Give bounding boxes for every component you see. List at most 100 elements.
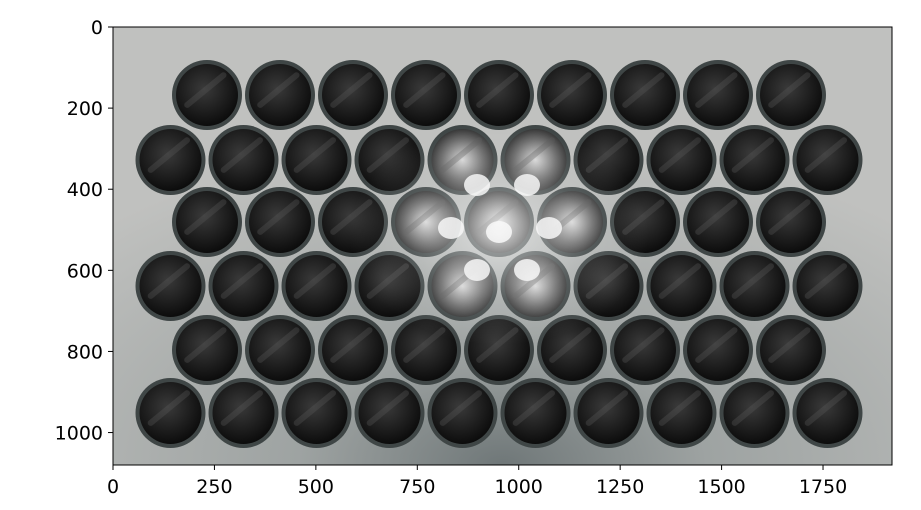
y-tick-label: 0 xyxy=(91,17,103,39)
pipe-sheen xyxy=(220,390,263,426)
pipe-sheen xyxy=(804,390,847,426)
x-tick-label: 1500 xyxy=(697,476,745,498)
pipe-sheen xyxy=(330,72,373,108)
pipe-sheen xyxy=(768,327,811,363)
pipe-opening xyxy=(249,64,311,126)
pipe-sheen xyxy=(439,390,482,426)
pipe-opening xyxy=(723,382,786,444)
y-tick-label: 1000 xyxy=(55,423,103,445)
pipe-sheen xyxy=(695,72,738,108)
pipe-opening xyxy=(358,382,421,444)
pipe-opening xyxy=(395,64,457,126)
pipe-opening xyxy=(212,129,275,191)
pipe-sheen xyxy=(804,137,847,173)
pipe-opening xyxy=(723,129,786,191)
pipe-opening xyxy=(176,191,238,253)
pipe-sheen xyxy=(147,390,190,426)
pipe-sheen xyxy=(403,327,446,363)
pipe-sheen xyxy=(768,199,811,235)
pipe-opening xyxy=(760,191,822,253)
pipe-sheen xyxy=(366,390,409,426)
pipe-opening xyxy=(139,382,202,444)
pipe-sheen xyxy=(658,263,701,299)
pipe-opening xyxy=(249,191,311,253)
pipe-sheen xyxy=(658,390,701,426)
pipe-opening xyxy=(504,382,567,444)
pipe-opening xyxy=(322,319,384,381)
pipe-sheen xyxy=(658,137,701,173)
pipe-sheen xyxy=(257,199,300,235)
pipe-sheen xyxy=(549,72,592,108)
pipe-opening xyxy=(760,64,822,126)
pipe-sheen xyxy=(804,263,847,299)
pipe-opening xyxy=(796,382,859,444)
pipe-sheen xyxy=(293,390,336,426)
x-tick-label: 0 xyxy=(107,476,119,498)
pipe-opening xyxy=(687,319,749,381)
pipe-sheen xyxy=(220,137,263,173)
pipe-opening xyxy=(139,255,202,317)
x-tick-label: 1250 xyxy=(596,476,644,498)
y-tick-label: 600 xyxy=(67,260,103,282)
pipe-opening xyxy=(176,64,238,126)
photo-area xyxy=(113,27,892,465)
pipe-opening xyxy=(139,129,202,191)
pipe-sheen xyxy=(184,327,227,363)
pipe-opening xyxy=(687,191,749,253)
pipe-opening xyxy=(322,64,384,126)
pipe-sheen xyxy=(622,327,665,363)
pipe-opening xyxy=(249,319,311,381)
pipe-opening xyxy=(285,129,348,191)
pipe-sheen xyxy=(330,327,373,363)
pipe-opening xyxy=(650,129,713,191)
pipe-sheen xyxy=(147,263,190,299)
pipe-sheen xyxy=(585,390,628,426)
x-tick-label: 250 xyxy=(196,476,232,498)
pipe-opening xyxy=(796,129,859,191)
pipe-sheen xyxy=(549,327,592,363)
pipe-opening xyxy=(431,382,494,444)
pipe-sheen xyxy=(731,263,774,299)
pipe-sheen xyxy=(731,137,774,173)
pipe-opening xyxy=(796,255,859,317)
pipe-opening xyxy=(212,255,275,317)
pipe-opening xyxy=(212,382,275,444)
pipe-sheen xyxy=(695,327,738,363)
pipe-sheen xyxy=(622,72,665,108)
pipe-sheen xyxy=(366,137,409,173)
pipe-sheen xyxy=(512,390,555,426)
pipe-opening xyxy=(285,255,348,317)
pipe-opening xyxy=(650,255,713,317)
center-glow xyxy=(349,125,649,345)
pipe-sheen xyxy=(768,72,811,108)
pipe-opening xyxy=(541,64,603,126)
y-tick-label: 400 xyxy=(67,179,103,201)
pipe-opening xyxy=(468,64,530,126)
pipe-opening xyxy=(760,319,822,381)
pipe-sheen xyxy=(184,72,227,108)
pipe-sheen xyxy=(476,72,519,108)
pipe-sheen xyxy=(257,72,300,108)
x-axis: 0 250 500 750 1000 1250 1500 1750 xyxy=(107,465,847,498)
pipe-sheen xyxy=(731,390,774,426)
x-tick-label: 500 xyxy=(298,476,334,498)
pipe-sheen xyxy=(257,327,300,363)
x-tick-label: 1000 xyxy=(495,476,543,498)
y-axis: 0 200 400 600 800 1000 xyxy=(55,17,113,445)
pipe-sheen xyxy=(220,263,263,299)
pipe-sheen xyxy=(184,199,227,235)
pipe-sheen xyxy=(695,199,738,235)
pipe-opening xyxy=(614,64,676,126)
pipe-sheen xyxy=(293,137,336,173)
pipe-sheen xyxy=(147,137,190,173)
pipe-opening xyxy=(687,64,749,126)
pipe-sheen xyxy=(293,263,336,299)
axes-frame xyxy=(112,26,893,466)
y-tick-label: 200 xyxy=(67,98,103,120)
pipe-sheen xyxy=(403,72,446,108)
x-tick-label: 1750 xyxy=(799,476,847,498)
pipe-opening xyxy=(723,255,786,317)
pipe-opening xyxy=(650,382,713,444)
pipe-opening xyxy=(285,382,348,444)
x-tick-label: 750 xyxy=(399,476,435,498)
